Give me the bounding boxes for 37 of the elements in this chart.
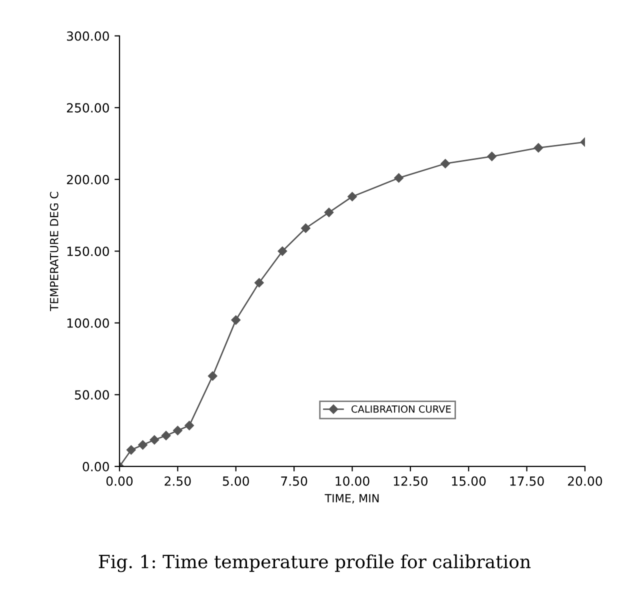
y-tick-label: 300.00 [67, 31, 109, 41]
x-tick-label: 15.00 [452, 476, 486, 486]
y-axis-title: TEMPERATURE DEG C [50, 192, 58, 312]
y-tick-label: 100.00 [67, 318, 109, 328]
x-tick-label: 2.50 [164, 476, 191, 486]
x-tick-label: 7.50 [281, 476, 308, 486]
point [208, 371, 218, 381]
x-tick-label: 12.50 [394, 476, 428, 486]
x-tick-label: 17.50 [510, 476, 544, 486]
point [278, 246, 288, 256]
point [440, 158, 450, 168]
y-tick-label: 250.00 [66, 103, 109, 113]
point [394, 173, 404, 183]
point [254, 278, 264, 288]
point [150, 435, 160, 445]
legend-label: CALIBRATION CURVE [352, 405, 451, 413]
point [301, 224, 310, 233]
point [231, 315, 240, 325]
point [348, 192, 357, 202]
point [534, 143, 544, 152]
x-tick-label: 5.00 [222, 476, 249, 486]
y-tick-label: 150.00 [67, 246, 109, 256]
y-tick-label: 50.00 [74, 390, 109, 400]
point [487, 152, 496, 162]
x-tick-label: 20.00 [568, 476, 602, 486]
x-tick-label: 0.00 [106, 476, 133, 486]
x-tick-label: 10.00 [336, 476, 370, 486]
point [161, 430, 171, 440]
point [138, 440, 148, 450]
point [184, 420, 194, 430]
caption: Fig. 1: Time temperature profile for calibration [98, 554, 531, 572]
y-tick-label: 200.00 [66, 174, 109, 184]
point [173, 426, 182, 436]
x-axis-title: TIME, MIN [324, 494, 379, 504]
point [324, 208, 334, 218]
y-tick-label: 0.00 [82, 462, 109, 472]
point [126, 445, 136, 455]
